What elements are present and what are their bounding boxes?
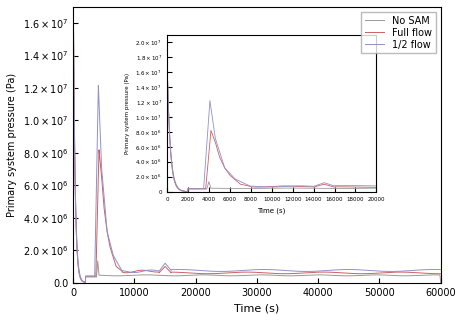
Full flow <box>438 272 444 276</box>
Full flow <box>135 268 141 272</box>
1/2 flow <box>70 29 76 33</box>
1/2 flow <box>91 274 97 278</box>
Legend: No SAM, Full flow, 1/2 flow: No SAM, Full flow, 1/2 flow <box>361 12 436 53</box>
Full flow <box>100 182 105 186</box>
X-axis label: Time (s): Time (s) <box>234 303 280 313</box>
No SAM <box>135 273 141 277</box>
1/2 flow <box>135 270 141 274</box>
1/2 flow <box>83 280 88 284</box>
1/2 flow <box>72 147 77 151</box>
Full flow <box>83 280 88 284</box>
Line: 1/2 flow: 1/2 flow <box>73 31 441 282</box>
No SAM <box>70 29 76 33</box>
Full flow <box>87 274 92 278</box>
No SAM <box>100 273 105 277</box>
Full flow <box>94 245 100 249</box>
1/2 flow <box>94 173 100 177</box>
Line: Full flow: Full flow <box>73 31 441 282</box>
Full flow <box>70 29 76 33</box>
Full flow <box>91 274 97 278</box>
Line: No SAM: No SAM <box>73 31 441 283</box>
No SAM <box>438 281 444 284</box>
Y-axis label: Primary system pressure (Pa): Primary system pressure (Pa) <box>7 73 17 217</box>
1/2 flow <box>87 274 92 278</box>
No SAM <box>94 274 100 278</box>
No SAM <box>72 141 77 145</box>
No SAM <box>87 275 92 279</box>
1/2 flow <box>438 268 444 272</box>
No SAM <box>91 275 97 279</box>
1/2 flow <box>100 173 105 177</box>
Full flow <box>72 147 77 151</box>
